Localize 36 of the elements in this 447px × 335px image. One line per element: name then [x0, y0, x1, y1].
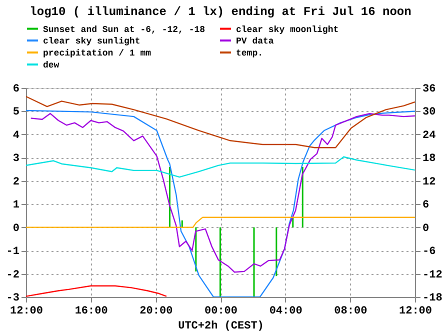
x-tick-label: 12:00 — [10, 306, 44, 318]
y2-tick-label: 30 — [422, 106, 436, 119]
y-tick-label: -1 — [6, 246, 20, 258]
chart-title: log10 ( illuminance / 1 lx) ending at Fri Jul 16 noon — [30, 5, 412, 19]
legend-label: clear sky sunlight — [43, 36, 140, 46]
legend-label: dew — [43, 60, 60, 70]
x-tick-label: 16:00 — [74, 306, 108, 318]
y-tick-label: -2 — [6, 269, 20, 282]
legend-label: precipitation / 1 mm — [43, 48, 152, 58]
x-axis-title: UTC+2h (CEST) — [178, 320, 264, 332]
y-tick-label: -3 — [6, 292, 20, 304]
legend-label: PV data — [236, 36, 274, 46]
y2-tick-label: -18 — [422, 292, 443, 304]
y-tick-label: 2 — [12, 176, 20, 188]
y-tick-label: 1 — [12, 200, 20, 212]
x-tick-label: 00:00 — [204, 306, 238, 318]
y-tick-label: 4 — [12, 130, 20, 142]
y2-tick-label: 0 — [422, 222, 430, 235]
y2-tick-label: 18 — [422, 153, 436, 166]
y2-tick-label: 36 — [422, 84, 436, 96]
y-tick-label: 6 — [12, 84, 20, 96]
y2-tick-label: 12 — [422, 176, 436, 188]
legend-label: Sunset and Sun at -6, -12, -18 — [43, 24, 206, 35]
x-tick-label: 08:00 — [334, 306, 368, 318]
legend-label: temp. — [236, 48, 264, 58]
x-tick-label: 20:00 — [140, 306, 173, 318]
y-tick-label: 0 — [12, 222, 20, 235]
legend-label: clear sky moonlight — [236, 24, 339, 35]
x-tick-label: 12:00 — [398, 306, 432, 318]
y2-tick-label: -12 — [422, 269, 442, 282]
y-tick-label: 3 — [12, 153, 20, 166]
y2-tick-label: 24 — [422, 130, 436, 142]
y2-tick-label: 6 — [422, 200, 430, 212]
x-tick-label: 04:00 — [269, 306, 302, 318]
y-tick-label: 5 — [12, 106, 20, 119]
y2-tick-label: -6 — [422, 246, 436, 258]
